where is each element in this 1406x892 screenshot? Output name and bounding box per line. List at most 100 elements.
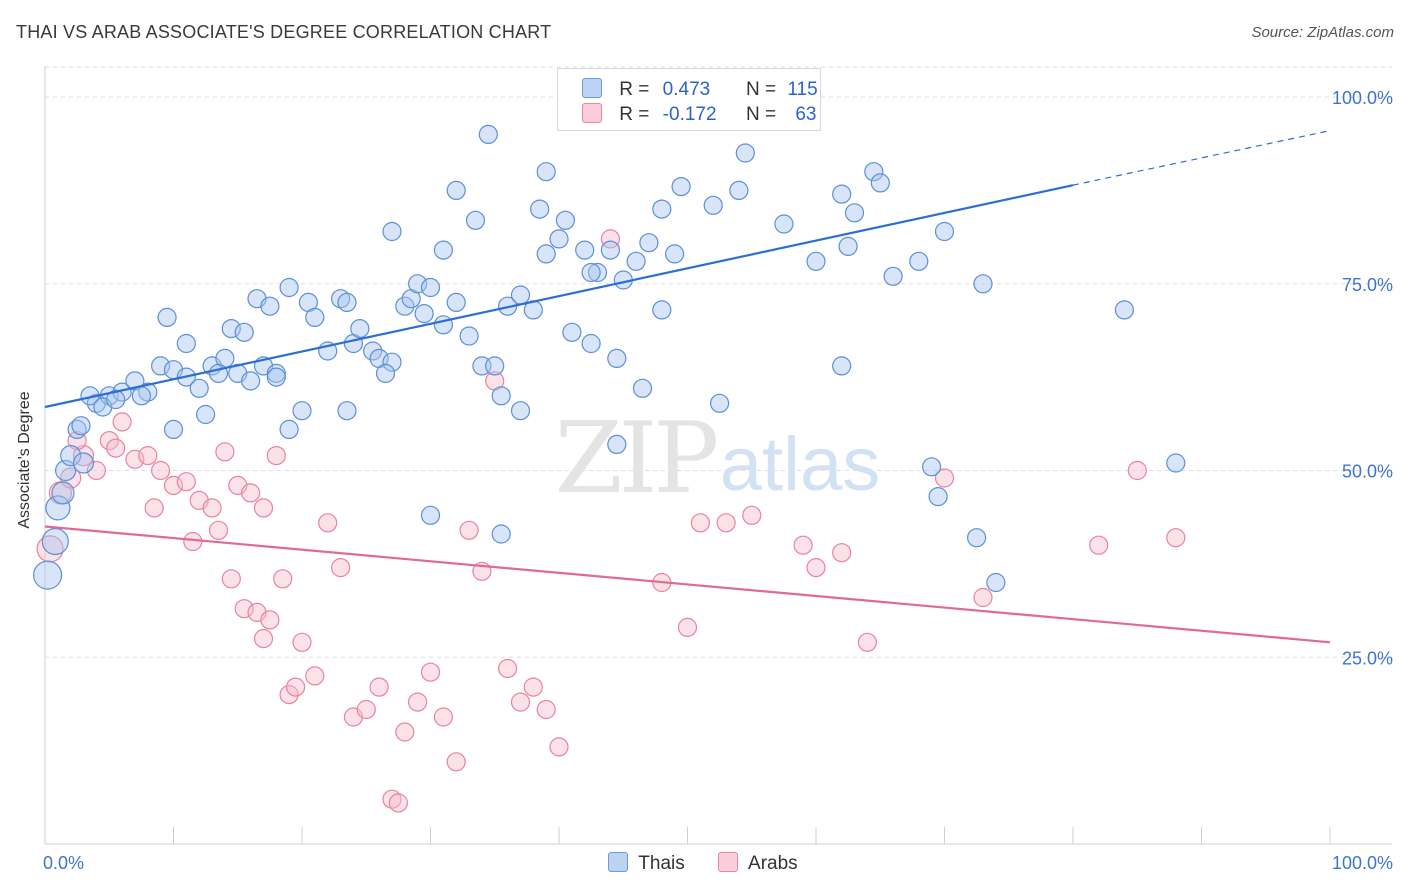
arabs-point	[72, 445, 95, 467]
thais-point	[337, 401, 357, 421]
legend-item-thais: Thais	[608, 852, 685, 875]
thais-point	[735, 143, 755, 163]
arabs-points	[36, 229, 1186, 813]
thais-point	[581, 333, 601, 354]
arabs-point	[286, 677, 306, 697]
thais-point	[774, 214, 794, 234]
thais-point	[163, 419, 184, 439]
thais-point	[241, 371, 261, 391]
arabs-point	[446, 752, 466, 772]
thais-point	[555, 210, 576, 230]
chart-title: THAI VS ARAB ASSOCIATE'S DEGREE CORRELAT…	[16, 22, 552, 42]
arabs-point	[138, 446, 158, 466]
thais-point	[806, 251, 826, 271]
thais-point	[32, 560, 63, 590]
gridlines	[45, 66, 1392, 658]
thais-point	[459, 326, 479, 346]
thais-point	[703, 195, 723, 215]
thais-n-label: N =	[745, 79, 777, 100]
arabs-point	[331, 557, 351, 578]
y-tick-label: 25.0%	[1342, 648, 1393, 668]
arabs-point	[208, 520, 229, 540]
thais-swatch	[582, 78, 602, 98]
arabs-point	[318, 513, 338, 533]
thais-point	[41, 527, 69, 556]
arabs-point	[202, 498, 222, 518]
thais-point	[870, 173, 890, 193]
y-tick-label: 100.0%	[1332, 88, 1393, 108]
thais-point	[536, 162, 556, 182]
trend-lines	[44, 130, 1331, 644]
thais-point	[934, 221, 955, 242]
legend-item-arabs: Arabs	[718, 852, 798, 875]
thais-point	[279, 277, 299, 298]
arabs-point	[260, 610, 280, 630]
arabs-point	[292, 632, 312, 652]
arabs-point	[806, 557, 826, 578]
thais-point	[196, 404, 216, 425]
thais-point	[832, 356, 852, 376]
thais-point	[986, 572, 1006, 593]
arabs-point	[234, 599, 254, 619]
thais-point	[491, 386, 511, 406]
thais-point	[446, 180, 466, 200]
arabs-point	[742, 505, 762, 525]
arabs-point	[832, 543, 852, 563]
thais-r-label: R =	[619, 79, 650, 100]
thais-point	[375, 363, 396, 383]
thais-point	[626, 251, 646, 271]
thais-n-value: 115	[787, 79, 818, 100]
arabs-point	[690, 513, 711, 533]
thais-point	[157, 307, 177, 327]
arabs-point	[549, 737, 569, 757]
thais-point	[883, 266, 903, 286]
arabs-point	[934, 468, 955, 488]
arabs-point	[388, 793, 408, 813]
arabs-point	[163, 475, 184, 495]
source-label: Source: ZipAtlas.com	[1251, 24, 1394, 41]
arabs-point	[600, 229, 621, 249]
thais-point	[832, 184, 852, 204]
thais-point	[671, 177, 691, 197]
arabs-swatch	[582, 103, 602, 123]
thais-trend-line	[44, 184, 1074, 409]
arabs-point	[1089, 535, 1109, 555]
arabs-point	[857, 632, 878, 652]
thais-point	[71, 416, 91, 436]
thais-point	[530, 199, 550, 219]
thais-point	[363, 341, 383, 361]
thais-point	[729, 180, 749, 200]
thais-point	[350, 319, 370, 339]
thais-point	[966, 528, 987, 548]
thais-point	[382, 352, 402, 372]
arabs-point	[67, 431, 87, 451]
arabs-point	[176, 472, 196, 492]
tick-labels: 25.0% 50.0% 75.0% 100.0% 0.0% 100.0%	[43, 88, 1393, 873]
thais-point	[131, 386, 151, 406]
thais-point	[106, 389, 126, 410]
watermark-atlas: atlas	[720, 422, 881, 507]
thais-point	[45, 495, 71, 521]
thais-point	[549, 229, 569, 249]
arabs-point	[356, 699, 376, 720]
arabs-point	[523, 677, 543, 697]
x-tick-label-max: 100.0%	[1332, 853, 1393, 873]
thais-point	[928, 487, 948, 507]
thais-point	[664, 244, 685, 264]
arabs-point	[221, 569, 241, 589]
arabs-point	[253, 498, 274, 518]
thais-point	[446, 292, 466, 312]
thais-point	[433, 315, 453, 335]
arabs-point	[151, 460, 171, 481]
thais-legend-label: Thais	[638, 853, 685, 874]
arabs-point	[241, 483, 261, 503]
correlation-legend: R = 0.473 N = 115 R = -0.172 N = 63	[557, 68, 821, 131]
arabs-point	[395, 722, 415, 742]
thais-point	[581, 262, 601, 283]
thais-point	[652, 199, 672, 219]
thais-point	[587, 262, 608, 283]
arabs-point	[86, 460, 107, 481]
thais-point	[562, 322, 582, 342]
x-tick-label-min: 0.0%	[43, 853, 84, 873]
